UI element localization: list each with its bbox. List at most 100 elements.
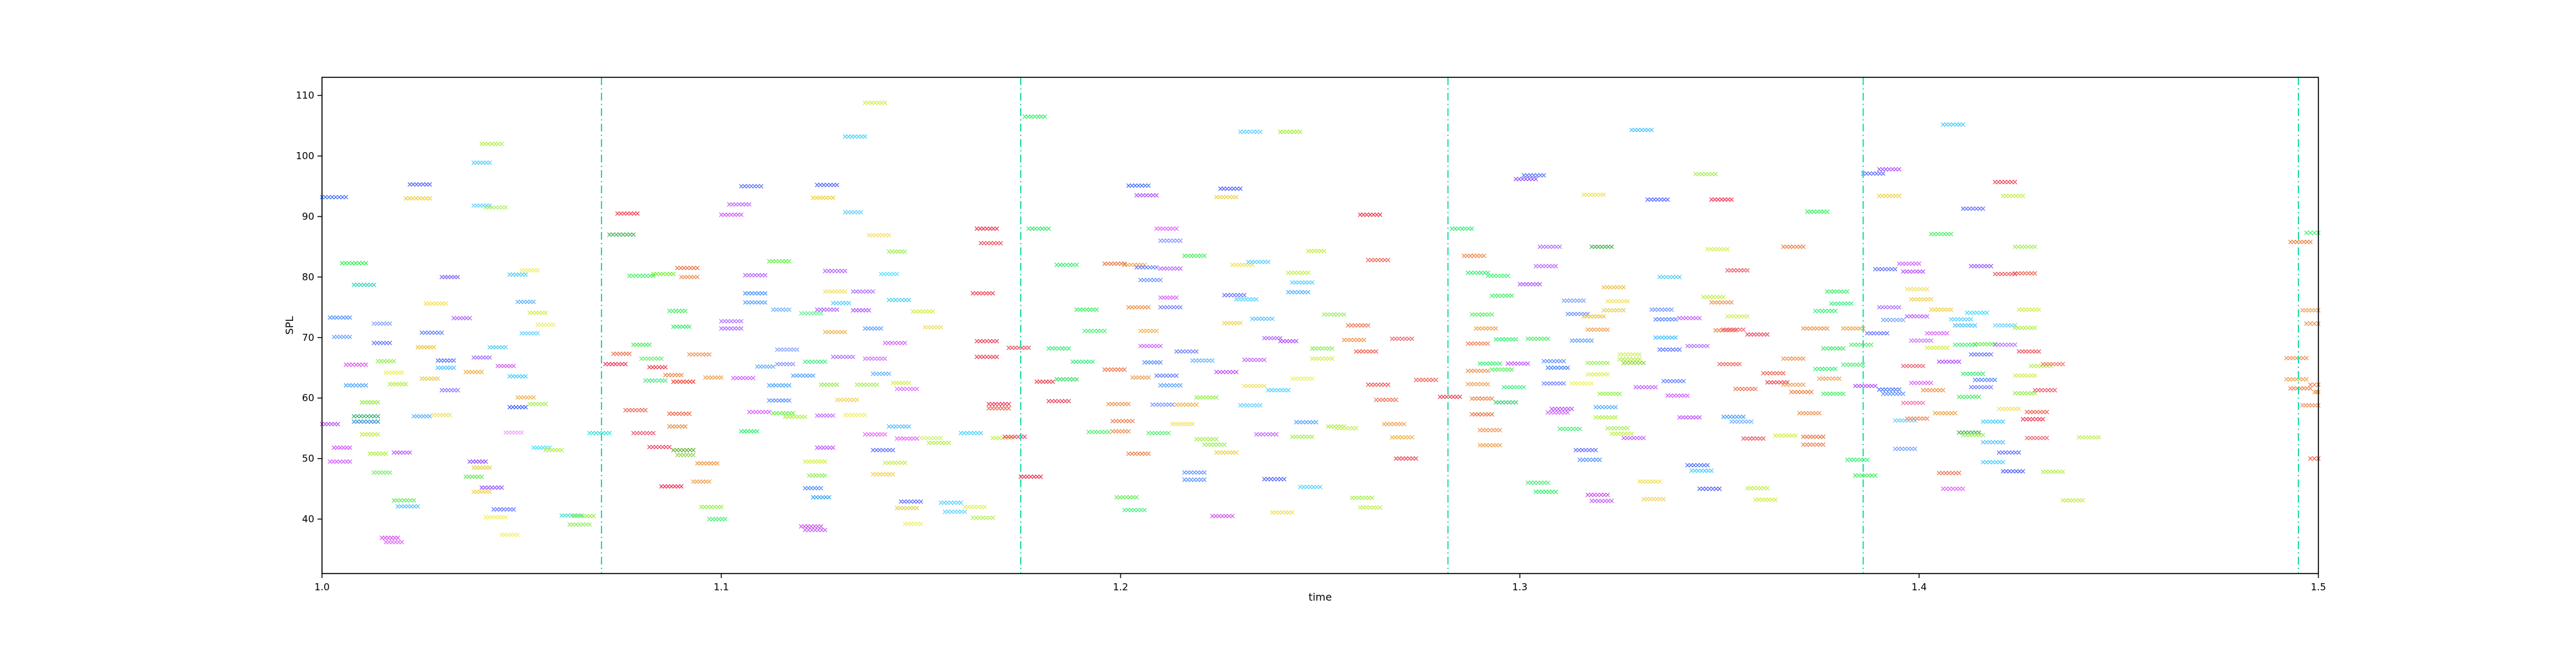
x-marker	[1305, 248, 1327, 254]
x-marker	[663, 372, 684, 378]
x-marker	[1477, 443, 1502, 448]
data-track	[1194, 395, 1219, 400]
x-marker	[2012, 373, 2038, 378]
x-marker	[1773, 433, 1798, 438]
x-marker	[1993, 342, 2018, 347]
x-marker	[1238, 129, 1263, 135]
data-track	[2040, 469, 2065, 474]
x-marker	[471, 160, 492, 165]
data-track	[1721, 327, 1746, 333]
data-track	[471, 355, 492, 360]
x-marker	[855, 382, 880, 387]
x-marker	[771, 410, 796, 416]
data-track	[755, 364, 776, 369]
data-track	[1725, 314, 1750, 319]
x-marker	[499, 532, 520, 537]
data-track	[703, 375, 724, 380]
x-marker	[419, 330, 444, 335]
data-track	[1685, 343, 1710, 349]
data-track	[746, 409, 772, 414]
x-marker	[1394, 456, 1419, 461]
data-track	[719, 318, 744, 324]
data-track	[395, 504, 421, 509]
data-track	[1964, 310, 1989, 315]
data-track	[2024, 436, 2049, 441]
x-marker	[383, 539, 404, 545]
data-track	[1262, 336, 1283, 341]
x-marker	[1996, 407, 2022, 412]
data-track	[1018, 474, 1043, 479]
x-marker	[407, 182, 432, 187]
data-track	[1537, 244, 1562, 249]
data-track	[1134, 193, 1159, 198]
x-marker	[352, 419, 381, 424]
x-marker	[671, 324, 692, 329]
data-track	[895, 387, 920, 392]
data-track	[1238, 403, 1263, 408]
x-marker	[451, 316, 472, 321]
data-track	[739, 184, 764, 189]
data-track	[862, 356, 887, 362]
x-marker	[691, 479, 712, 484]
x-marker	[352, 282, 377, 287]
x-marker	[2016, 349, 2041, 354]
x-marker	[1589, 244, 1615, 249]
x-marker	[1134, 193, 1159, 198]
x-marker	[1609, 431, 1634, 436]
x-marker	[1597, 391, 1622, 396]
x-marker	[1569, 338, 1595, 343]
data-track	[1937, 470, 1962, 476]
x-marker	[319, 421, 341, 427]
data-track	[1821, 391, 1846, 396]
data-track	[902, 521, 923, 526]
x-marker	[1102, 261, 1127, 266]
y-tick-label: 50	[302, 453, 314, 465]
x-marker	[1781, 356, 1806, 362]
data-track	[519, 267, 540, 273]
data-track	[1214, 369, 1239, 374]
data-track	[1821, 346, 1846, 351]
data-track	[815, 182, 840, 188]
data-track	[1046, 398, 1071, 403]
x-marker	[687, 352, 712, 357]
data-track	[367, 451, 388, 456]
x-marker	[739, 184, 764, 189]
x-marker	[1354, 349, 1379, 354]
data-track	[971, 291, 996, 296]
data-track	[1657, 347, 1682, 352]
x-marker	[974, 338, 999, 343]
x-marker	[1745, 332, 1770, 337]
data-track	[1533, 264, 1558, 269]
x-marker	[1122, 262, 1147, 267]
x-marker	[942, 509, 967, 514]
x-marker	[1813, 308, 1838, 314]
x-marker	[1864, 331, 1889, 336]
x-marker	[719, 212, 744, 217]
data-track	[1765, 380, 1790, 385]
x-marker	[2012, 271, 2038, 276]
x-marker	[412, 414, 432, 419]
data-track	[2312, 389, 2321, 394]
data-track	[1265, 387, 1291, 393]
x-marker	[1334, 426, 1359, 431]
y-tick-label: 70	[302, 332, 314, 343]
data-track	[1230, 262, 1255, 267]
data-track	[1470, 396, 1495, 401]
data-track	[743, 291, 768, 296]
x-marker	[1182, 253, 1207, 258]
x-marker	[1661, 378, 1686, 383]
data-track	[479, 141, 504, 146]
x-marker	[395, 504, 421, 509]
x-marker	[831, 300, 851, 305]
data-track	[978, 240, 1003, 246]
data-track	[659, 484, 684, 489]
data-track	[1222, 293, 1247, 298]
data-track	[1122, 507, 1147, 512]
x-marker	[1182, 470, 1207, 475]
x-marker	[471, 355, 492, 360]
data-track	[739, 429, 760, 434]
x-marker	[1190, 358, 1215, 363]
x-marker	[1904, 287, 1929, 292]
x-marker	[1953, 323, 1978, 328]
x-marker	[1653, 317, 1678, 322]
